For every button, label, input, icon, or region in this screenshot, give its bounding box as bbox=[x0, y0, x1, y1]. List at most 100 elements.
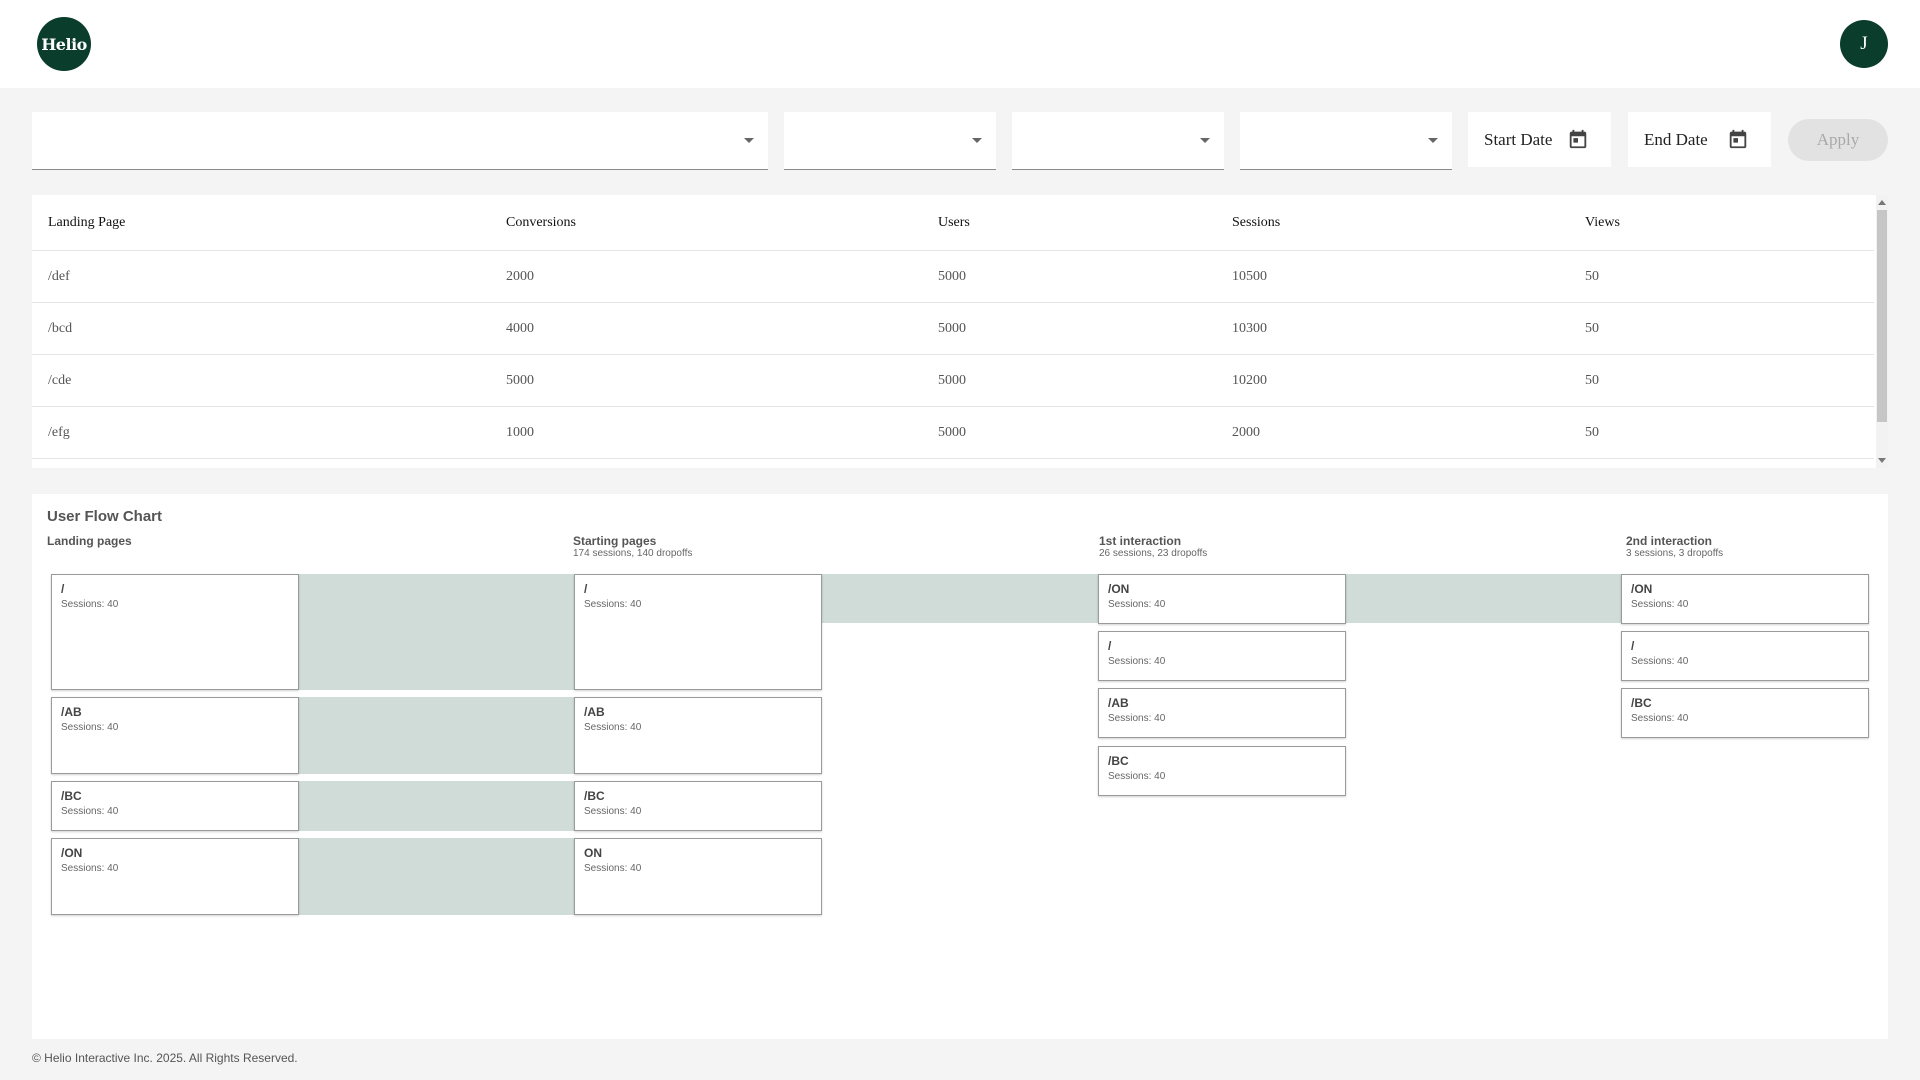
flow-node[interactable]: /AB Sessions: 40 bbox=[51, 697, 299, 774]
flow-node[interactable]: /ON Sessions: 40 bbox=[1098, 574, 1346, 624]
node-sessions: Sessions: 40 bbox=[584, 806, 642, 817]
node-label: /ON bbox=[61, 846, 83, 860]
cell-sessions: 10200 bbox=[1216, 354, 1569, 407]
footer-copyright: © Helio Interactive Inc. 2025. All Right… bbox=[32, 1051, 298, 1065]
cell-sessions: 10300 bbox=[1216, 302, 1569, 355]
filter-select-2[interactable] bbox=[784, 112, 996, 170]
node-sessions: Sessions: 40 bbox=[61, 722, 119, 733]
column-summary: 26 sessions, 23 dropoffs bbox=[1099, 548, 1208, 559]
flow-node[interactable]: /ON Sessions: 40 bbox=[1621, 574, 1869, 624]
node-sessions: Sessions: 40 bbox=[584, 599, 642, 610]
node-label: ON bbox=[584, 846, 602, 860]
node-sessions: Sessions: 40 bbox=[1631, 713, 1689, 724]
cell-views: 50 bbox=[1569, 406, 1874, 459]
node-label: /BC bbox=[61, 789, 82, 803]
apply-button[interactable]: Apply bbox=[1788, 119, 1888, 161]
flow-node[interactable]: /BC Sessions: 40 bbox=[1098, 746, 1346, 796]
chevron-down-icon bbox=[1200, 138, 1210, 143]
flow-link bbox=[1346, 574, 1660, 623]
table-row[interactable]: /def 2000 5000 10500 50 bbox=[32, 250, 1874, 303]
start-date-label: Start Date bbox=[1484, 130, 1553, 149]
filter-select-4[interactable] bbox=[1240, 112, 1452, 170]
cell-users: 5000 bbox=[922, 302, 1216, 355]
flow-link bbox=[299, 838, 608, 915]
cell-users: 5000 bbox=[922, 354, 1216, 407]
node-label: / bbox=[584, 582, 588, 596]
end-date-field[interactable]: End Date bbox=[1628, 112, 1771, 167]
top-bar: Helio J bbox=[0, 0, 1920, 88]
flow-node[interactable]: /BC Sessions: 40 bbox=[51, 781, 299, 831]
flow-link bbox=[299, 781, 608, 831]
flow-node[interactable]: /BC Sessions: 40 bbox=[1621, 688, 1869, 738]
node-sessions: Sessions: 40 bbox=[1108, 771, 1166, 782]
cell-views: 50 bbox=[1569, 250, 1874, 303]
flow-node[interactable]: ON Sessions: 40 bbox=[574, 838, 822, 915]
scroll-down-arrow-icon[interactable] bbox=[1878, 458, 1886, 463]
cell-views: 50 bbox=[1569, 302, 1874, 355]
cell-landing-page: /bcd bbox=[32, 302, 490, 355]
node-label: /BC bbox=[1108, 754, 1129, 768]
flow-node[interactable]: / Sessions: 40 bbox=[1098, 631, 1346, 681]
calendar-icon[interactable] bbox=[1727, 128, 1749, 150]
chevron-down-icon bbox=[972, 138, 982, 143]
node-label: /AB bbox=[1108, 696, 1129, 710]
helio-logo[interactable]: Helio bbox=[37, 17, 91, 71]
node-sessions: Sessions: 40 bbox=[1108, 656, 1166, 667]
node-sessions: Sessions: 40 bbox=[1631, 599, 1689, 610]
column-header-landing-page[interactable]: Landing Page bbox=[32, 195, 490, 251]
calendar-icon[interactable] bbox=[1567, 128, 1589, 150]
node-label: / bbox=[1108, 639, 1112, 653]
flow-node[interactable]: / Sessions: 40 bbox=[574, 574, 822, 690]
node-sessions: Sessions: 40 bbox=[584, 863, 642, 874]
flow-chart-title: User Flow Chart bbox=[47, 508, 163, 525]
node-label: /BC bbox=[584, 789, 605, 803]
flow-node[interactable]: /AB Sessions: 40 bbox=[574, 697, 822, 774]
cell-conversions: 1000 bbox=[490, 406, 922, 459]
table-scrollbar-thumb[interactable] bbox=[1877, 210, 1887, 422]
flow-node[interactable]: /BC Sessions: 40 bbox=[574, 781, 822, 831]
node-sessions: Sessions: 40 bbox=[61, 806, 119, 817]
column-heading: Starting pages bbox=[573, 534, 657, 548]
flow-link bbox=[299, 574, 608, 690]
node-label: /AB bbox=[584, 705, 605, 719]
cell-sessions: 2000 bbox=[1216, 406, 1569, 459]
flow-node[interactable]: /ON Sessions: 40 bbox=[51, 838, 299, 915]
table-header-row: Landing Page Conversions Users Sessions … bbox=[32, 195, 1874, 251]
cell-views: 50 bbox=[1569, 354, 1874, 407]
node-label: /ON bbox=[1108, 582, 1130, 596]
filter-select-3[interactable] bbox=[1012, 112, 1224, 170]
cell-conversions: 5000 bbox=[490, 354, 922, 407]
column-header-views[interactable]: Views bbox=[1569, 195, 1874, 251]
cell-conversions: 2000 bbox=[490, 250, 922, 303]
user-avatar[interactable]: J bbox=[1840, 20, 1888, 68]
column-header-sessions[interactable]: Sessions bbox=[1216, 195, 1569, 251]
node-sessions: Sessions: 40 bbox=[61, 863, 119, 874]
cell-users: 5000 bbox=[922, 406, 1216, 459]
cell-landing-page: /cde bbox=[32, 354, 490, 407]
end-date-label: End Date bbox=[1644, 130, 1708, 149]
user-flow-chart: User Flow Chart Landing pages Starting p… bbox=[32, 494, 1888, 1039]
column-heading: Landing pages bbox=[47, 534, 132, 548]
table-row[interactable]: /cde 5000 5000 10200 50 bbox=[32, 354, 1874, 407]
scroll-up-arrow-icon[interactable] bbox=[1878, 200, 1886, 205]
flow-node[interactable]: / Sessions: 40 bbox=[1621, 631, 1869, 681]
node-label: /ON bbox=[1631, 582, 1653, 596]
column-header-conversions[interactable]: Conversions bbox=[490, 195, 922, 251]
filter-select-1[interactable] bbox=[32, 112, 768, 170]
flow-node[interactable]: / Sessions: 40 bbox=[51, 574, 299, 690]
column-header-users[interactable]: Users bbox=[922, 195, 1216, 251]
flow-node[interactable]: /AB Sessions: 40 bbox=[1098, 688, 1346, 738]
node-sessions: Sessions: 40 bbox=[1108, 599, 1166, 610]
cell-landing-page: /def bbox=[32, 250, 490, 303]
column-heading: 1st interaction bbox=[1099, 534, 1182, 548]
column-summary: 174 sessions, 140 dropoffs bbox=[573, 548, 693, 559]
landing-page-table: Landing Page Conversions Users Sessions … bbox=[32, 195, 1888, 468]
node-sessions: Sessions: 40 bbox=[1108, 713, 1166, 724]
cell-conversions: 4000 bbox=[490, 302, 922, 355]
node-label: /AB bbox=[61, 705, 82, 719]
table-row[interactable]: /bcd 4000 5000 10300 50 bbox=[32, 302, 1874, 355]
table-row[interactable]: /efg 1000 5000 2000 50 bbox=[32, 406, 1874, 459]
start-date-field[interactable]: Start Date bbox=[1468, 112, 1611, 167]
column-heading: 2nd interaction bbox=[1626, 534, 1713, 548]
node-label: / bbox=[61, 582, 65, 596]
